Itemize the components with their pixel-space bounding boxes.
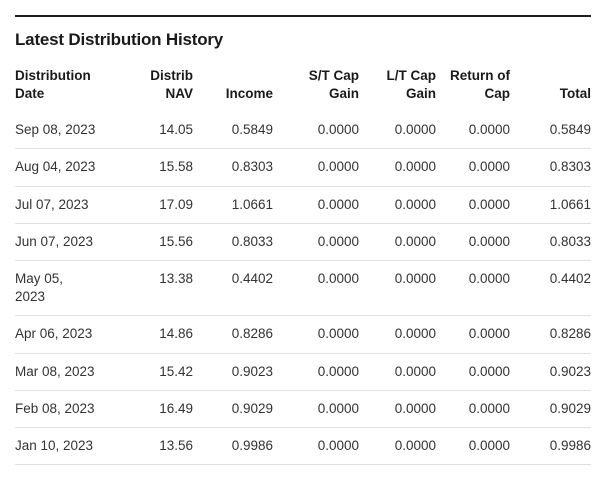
- top-divider: [15, 15, 591, 17]
- cell-total: 0.9029: [510, 390, 591, 429]
- cell-total: 0.5849: [510, 112, 591, 150]
- cell-return-of-cap: 0.0000: [436, 223, 510, 261]
- cell-total: 1.0661: [510, 186, 591, 224]
- table-body: Sep 08, 2023 14.05 0.5849 0.0000 0.0000 …: [15, 112, 591, 466]
- cell-date: Jun 07, 2023: [15, 223, 145, 261]
- cell-return-of-cap: 0.0000: [436, 353, 510, 391]
- cell-income: 0.4402: [193, 260, 273, 317]
- cell-distrib-nav: 15.56: [145, 223, 193, 261]
- cell-distrib-nav: 14.05: [145, 112, 193, 150]
- table-row: Sep 08, 2023 14.05 0.5849 0.0000 0.0000 …: [15, 112, 591, 150]
- cell-income: 0.8286: [193, 315, 273, 354]
- col-header-distribution-date: Distribution Date: [15, 68, 91, 101]
- cell-st-cap-gain: 0.0000: [273, 315, 359, 354]
- cell-lt-cap-gain: 0.0000: [359, 315, 436, 354]
- cell-distrib-nav: 13.56: [145, 427, 193, 466]
- cell-st-cap-gain: 0.0000: [273, 353, 359, 391]
- cell-distrib-nav: 17.09: [145, 186, 193, 224]
- cell-distrib-nav: 16.49: [145, 390, 193, 429]
- table-row: Mar 08, 2023 15.42 0.9023 0.0000 0.0000 …: [15, 353, 591, 391]
- cell-st-cap-gain: 0.0000: [273, 427, 359, 466]
- col-header-st-cap-gain: S/T Cap Gain: [308, 68, 359, 101]
- cell-date: Jan 10, 2023: [15, 427, 145, 466]
- col-header-income: Income: [225, 85, 273, 101]
- cell-income: 0.5849: [193, 112, 273, 150]
- distribution-history-section: Latest Distribution History Distribution…: [15, 15, 591, 466]
- cell-date: Aug 04, 2023: [15, 148, 145, 187]
- cell-income: 0.9023: [193, 353, 273, 391]
- cell-return-of-cap: 0.0000: [436, 390, 510, 429]
- cell-date: May 05, 2023: [15, 260, 145, 317]
- cell-income: 1.0661: [193, 186, 273, 224]
- cell-return-of-cap: 0.0000: [436, 427, 510, 466]
- table-header: Distribution Date Distrib NAV Income S/T C…: [15, 57, 591, 112]
- cell-income: 0.8303: [193, 148, 273, 187]
- cell-income: 0.9986: [193, 427, 273, 466]
- distribution-history-table: Distribution Date Distrib NAV Income S/T C…: [15, 57, 591, 466]
- cell-distrib-nav: 13.38: [145, 260, 193, 317]
- table-row: Jul 07, 2023 17.09 1.0661 0.0000 0.0000 …: [15, 186, 591, 224]
- table-row: Feb 08, 2023 16.49 0.9029 0.0000 0.0000 …: [15, 390, 591, 429]
- cell-lt-cap-gain: 0.0000: [359, 390, 436, 429]
- cell-date: Sep 08, 2023: [15, 112, 145, 150]
- cell-st-cap-gain: 0.0000: [273, 186, 359, 224]
- col-header-return-of-cap: Return of Cap: [450, 68, 510, 101]
- cell-lt-cap-gain: 0.0000: [359, 112, 436, 150]
- cell-total: 0.8286: [510, 315, 591, 354]
- cell-return-of-cap: 0.0000: [436, 148, 510, 187]
- cell-return-of-cap: 0.0000: [436, 315, 510, 354]
- col-header-distrib-nav: Distrib NAV: [150, 68, 193, 101]
- cell-st-cap-gain: 0.0000: [273, 223, 359, 261]
- cell-date: Mar 08, 2023: [15, 353, 145, 391]
- cell-lt-cap-gain: 0.0000: [359, 260, 436, 317]
- cell-total: 0.8303: [510, 148, 591, 187]
- cell-return-of-cap: 0.0000: [436, 112, 510, 150]
- cell-st-cap-gain: 0.0000: [273, 390, 359, 429]
- table-row: Jun 07, 2023 15.56 0.8033 0.0000 0.0000 …: [15, 223, 591, 261]
- cell-st-cap-gain: 0.0000: [273, 148, 359, 187]
- cell-income: 0.9029: [193, 390, 273, 429]
- col-header-total: Total: [559, 85, 591, 101]
- page-title: Latest Distribution History: [15, 30, 224, 49]
- cell-lt-cap-gain: 0.0000: [359, 148, 436, 187]
- cell-st-cap-gain: 0.0000: [273, 112, 359, 150]
- table-row: May 05, 2023 13.38 0.4402 0.0000 0.0000 0…: [15, 260, 591, 317]
- cell-total: 0.9023: [510, 353, 591, 391]
- cell-distrib-nav: 15.42: [145, 353, 193, 391]
- cell-total: 0.9986: [510, 427, 591, 466]
- cell-return-of-cap: 0.0000: [436, 186, 510, 224]
- table-row: Aug 04, 2023 15.58 0.8303 0.0000 0.0000 …: [15, 148, 591, 187]
- col-header-lt-cap-gain: L/T Cap Gain: [386, 68, 437, 101]
- cell-lt-cap-gain: 0.0000: [359, 427, 436, 466]
- cell-date: Feb 08, 2023: [15, 390, 145, 429]
- cell-total: 0.8033: [510, 223, 591, 261]
- cell-income: 0.8033: [193, 223, 273, 261]
- cell-date: Apr 06, 2023: [15, 315, 145, 354]
- cell-total: 0.4402: [510, 260, 591, 317]
- cell-date: Jul 07, 2023: [15, 186, 145, 224]
- table-row: Apr 06, 2023 14.86 0.8286 0.0000 0.0000 …: [15, 315, 591, 354]
- cell-distrib-nav: 14.86: [145, 315, 193, 354]
- table-row: Jan 10, 2023 13.56 0.9986 0.0000 0.0000 …: [15, 427, 591, 466]
- cell-lt-cap-gain: 0.0000: [359, 186, 436, 224]
- cell-distrib-nav: 15.58: [145, 148, 193, 187]
- cell-return-of-cap: 0.0000: [436, 260, 510, 317]
- cell-lt-cap-gain: 0.0000: [359, 223, 436, 261]
- cell-lt-cap-gain: 0.0000: [359, 353, 436, 391]
- cell-st-cap-gain: 0.0000: [273, 260, 359, 317]
